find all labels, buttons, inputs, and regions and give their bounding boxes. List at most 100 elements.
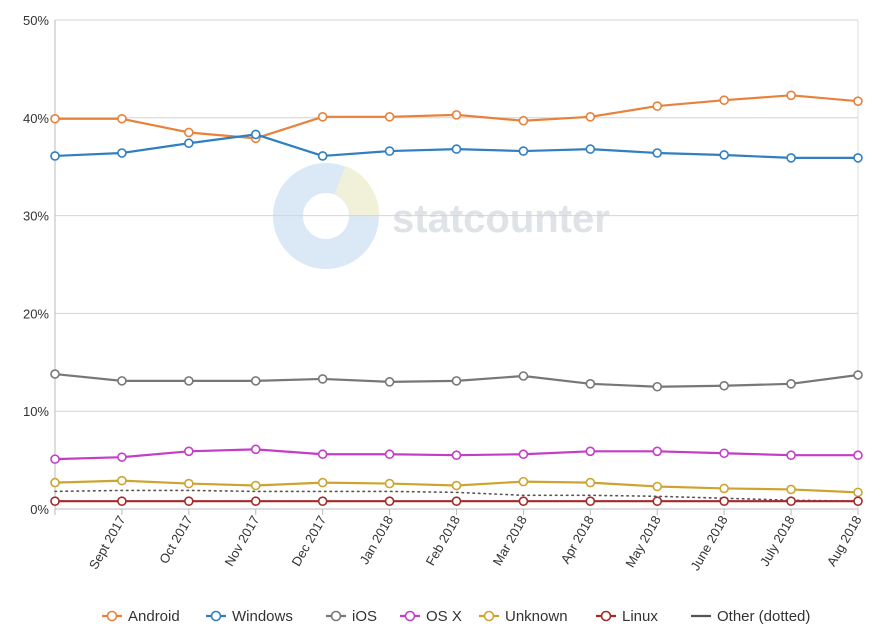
- data-point-android: [786, 90, 796, 101]
- data-point-windows: [451, 144, 462, 154]
- legend-label: Unknown: [505, 608, 568, 625]
- data-point-ios: [184, 376, 194, 386]
- legend-label: Windows: [232, 608, 293, 625]
- x-tick-label: Oct 2017: [156, 513, 195, 566]
- data-point-android: [719, 95, 729, 105]
- data-point-ios: [585, 379, 596, 389]
- data-point-windows: [384, 146, 395, 156]
- data-point-ios: [250, 376, 261, 386]
- data-point-ios: [50, 369, 60, 379]
- data-point-ios: [117, 376, 127, 386]
- data-point-windows: [50, 151, 60, 161]
- data-point-windows: [853, 153, 863, 163]
- data-point-windows: [719, 150, 729, 160]
- data-point-unknown: [786, 484, 796, 495]
- x-tick-label: June 2018: [687, 513, 730, 573]
- data-point-unknown: [317, 477, 328, 488]
- data-point-windows: [317, 151, 328, 161]
- legend-label: Linux: [622, 608, 658, 625]
- data-point-ios: [652, 381, 663, 392]
- data-point-unknown: [250, 480, 261, 491]
- data-point-android: [853, 96, 863, 106]
- data-point-os-x: [50, 454, 60, 464]
- data-point-android: [585, 112, 596, 122]
- x-tick-label: Mar 2018: [490, 513, 530, 568]
- data-point-unknown: [585, 477, 596, 488]
- data-point-linux: [250, 496, 261, 506]
- y-tick-label: 40%: [23, 111, 49, 126]
- legend: Android Windows iOS OS X Unknown Linux Other (…: [102, 608, 810, 625]
- data-point-ios: [719, 380, 729, 391]
- data-point-os-x: [117, 452, 127, 462]
- x-axis-tick-labels: Sept 2017 Oct 2017 Nov 2017 Dec 2017 Jan 201…: [86, 513, 865, 573]
- y-tick-label: 50%: [23, 13, 49, 28]
- gridlines: [55, 19, 858, 510]
- data-point-unknown: [184, 478, 194, 489]
- data-point-os-x: [384, 449, 395, 460]
- data-point-ios: [451, 376, 462, 386]
- data-point-os-x: [853, 450, 863, 461]
- data-point-windows: [786, 153, 796, 163]
- data-point-android: [317, 112, 328, 122]
- data-point-ios: [853, 370, 863, 380]
- data-point-linux: [184, 496, 194, 506]
- data-point-ios: [317, 374, 328, 384]
- legend-marker: [600, 610, 612, 622]
- legend-item-ios: iOS: [326, 608, 377, 625]
- data-point-unknown: [117, 475, 127, 486]
- x-tick-label: Sept 2017: [86, 513, 129, 572]
- x-tick-label: Apr 2018: [558, 513, 597, 566]
- x-tick-label: Nov 2017: [222, 513, 263, 569]
- data-point-linux: [719, 496, 729, 506]
- data-point-windows: [117, 148, 127, 158]
- x-tick-label: Feb 2018: [423, 513, 463, 568]
- legend-label: iOS: [352, 608, 377, 625]
- data-point-windows: [250, 129, 261, 140]
- data-point-linux: [451, 496, 462, 506]
- legend-label: Android: [128, 608, 180, 625]
- data-point-linux: [853, 496, 863, 506]
- legend-marker: [404, 610, 416, 622]
- series-windows: [50, 129, 863, 163]
- data-point-linux: [786, 496, 796, 506]
- legend-item-other-dotted: Other (dotted): [691, 608, 810, 625]
- legend-item-android: Android: [102, 608, 180, 625]
- watermark-text: statcounter: [392, 197, 610, 241]
- statcounter-logo-accent-icon: [333, 166, 379, 217]
- data-point-android: [184, 127, 194, 138]
- legend-marker: [210, 610, 222, 622]
- data-point-linux: [518, 496, 529, 506]
- y-tick-label: 30%: [23, 209, 49, 224]
- data-point-android: [451, 110, 462, 120]
- data-point-windows: [585, 144, 596, 154]
- y-tick-label: 10%: [23, 404, 49, 419]
- data-point-os-x: [652, 446, 663, 457]
- data-point-os-x: [451, 450, 462, 461]
- y-tick-label: 0%: [30, 502, 49, 517]
- data-point-linux: [384, 496, 395, 506]
- data-point-android: [652, 101, 663, 111]
- data-point-unknown: [652, 481, 663, 492]
- series-line-other-dotted: [54, 489, 859, 502]
- legend-marker: [483, 610, 495, 622]
- series-lines: [50, 90, 863, 506]
- data-point-linux: [317, 496, 328, 506]
- data-point-linux: [117, 496, 127, 506]
- legend-label: Other (dotted): [717, 608, 810, 625]
- data-point-os-x: [786, 450, 796, 461]
- series-other-dotted: [54, 489, 859, 502]
- data-point-os-x: [585, 446, 596, 457]
- series-linux: [50, 496, 863, 506]
- series-os-x: [50, 444, 863, 464]
- data-point-os-x: [184, 446, 194, 457]
- x-tick-label: May 2018: [622, 513, 664, 570]
- series-unknown: [50, 475, 863, 498]
- data-point-unknown: [384, 478, 395, 489]
- data-point-unknown: [451, 480, 462, 491]
- data-point-os-x: [317, 449, 328, 460]
- data-point-ios: [786, 379, 796, 389]
- legend-item-unknown: Unknown: [479, 608, 568, 625]
- data-point-windows: [652, 148, 663, 158]
- x-tick-label: July 2018: [757, 513, 798, 569]
